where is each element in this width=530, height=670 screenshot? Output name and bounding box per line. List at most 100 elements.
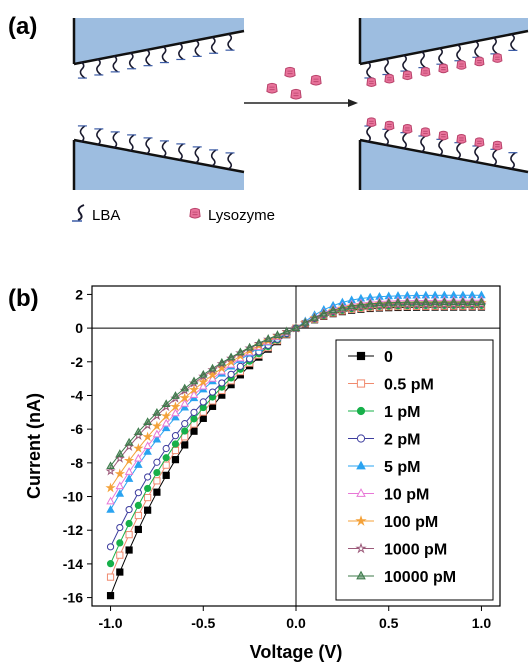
data-point-marker [107, 506, 114, 512]
lba-molecule-icon [72, 205, 84, 221]
y-tick-label: -2 [71, 354, 84, 370]
lysozyme-molecule [291, 89, 301, 99]
data-point-marker [107, 561, 113, 567]
data-point-marker [145, 485, 151, 491]
lba-probe [193, 147, 202, 163]
data-point-marker [107, 574, 113, 580]
data-point-marker [117, 552, 123, 558]
lba-probe [226, 34, 235, 50]
data-point-marker [116, 490, 123, 496]
lba-probe [418, 52, 427, 68]
legend-label: 2 pM [384, 432, 420, 449]
data-point-marker [163, 445, 169, 451]
key-label-lba: LBA [92, 207, 120, 224]
lba-probe [144, 138, 153, 154]
lba-probe [400, 55, 409, 71]
data-point-marker [357, 352, 364, 359]
lysozyme-molecule [403, 125, 412, 134]
lba-probe [127, 135, 136, 151]
pore-after-top [360, 18, 528, 86]
lba-probe [94, 59, 103, 75]
data-point-marker [172, 457, 178, 463]
data-point-marker [107, 593, 113, 599]
lba-probe [160, 141, 169, 157]
lba-probe [436, 48, 445, 64]
data-point-marker [182, 428, 188, 434]
data-point-marker [126, 532, 132, 538]
data-point-marker [145, 507, 151, 513]
lba-probe [418, 136, 427, 152]
chart-legend: 0 0.5 pM 1 pM 2 pM 5 pM 10 pM 100 pM 1000 pM 100… [336, 340, 493, 600]
data-point-marker [154, 478, 160, 484]
legend-label: 1 pM [384, 404, 420, 421]
lba-probe [400, 133, 409, 149]
lba-probe [193, 40, 202, 56]
legend-label: 1000 pM [384, 542, 447, 559]
lba-probe [490, 38, 499, 54]
lba-probe [78, 62, 87, 78]
lysozyme-molecule [311, 75, 321, 85]
data-point-marker [154, 459, 160, 465]
legend-label: 5 pM [384, 459, 420, 476]
lba-probe [127, 53, 136, 69]
lba-probe [436, 139, 445, 155]
data-point-marker [154, 469, 160, 475]
data-point-marker [247, 356, 253, 362]
legend-label: 100 pM [384, 514, 438, 531]
data-point-marker [163, 455, 169, 461]
schematic-key: LBA Lysozyme [72, 205, 275, 224]
lba-probe [209, 37, 218, 53]
data-point-marker [135, 512, 141, 518]
lba-probe [490, 149, 499, 165]
reaction-arrow [244, 99, 358, 107]
free-lysozyme-group [267, 67, 321, 99]
lysozyme-molecule [367, 118, 376, 127]
pore-before-bottom [74, 126, 244, 190]
data-point-marker [107, 498, 114, 504]
data-point-marker [219, 380, 225, 386]
data-point-marker [200, 415, 206, 421]
y-tick-label: -16 [63, 590, 83, 606]
data-point-marker [191, 378, 198, 384]
data-point-marker [116, 482, 123, 488]
data-point-marker [126, 506, 132, 512]
lysozyme-molecule [385, 121, 394, 130]
data-point-marker [357, 435, 364, 442]
data-point-marker [163, 472, 169, 478]
data-point-marker [182, 421, 188, 427]
lysozyme-molecule [493, 54, 502, 63]
data-point-marker [117, 569, 123, 575]
panel-b-label: (b) [8, 285, 39, 312]
legend-label: 0 [384, 349, 393, 366]
data-point-marker [228, 371, 234, 377]
data-point-marker [154, 489, 160, 495]
lysozyme-molecule [421, 68, 430, 77]
data-point-marker [191, 416, 197, 422]
x-tick-label: -0.5 [191, 615, 215, 631]
lba-probe [144, 50, 153, 66]
lba-probe [160, 47, 169, 63]
lysozyme-molecule [457, 61, 466, 70]
lba-probe [382, 129, 391, 145]
lba-probe [454, 45, 463, 61]
data-point-marker [163, 462, 169, 468]
x-axis-title: Voltage (V) [250, 642, 343, 662]
lba-probe [209, 150, 218, 166]
lba-probe [226, 153, 235, 169]
legend-label: 10000 pM [384, 569, 456, 586]
legend-label: 10 pM [384, 487, 429, 504]
x-tick-label: 0.5 [379, 615, 399, 631]
data-point-marker [135, 502, 141, 508]
lba-probe [472, 146, 481, 162]
lba-probe [111, 56, 120, 72]
data-point-marker [172, 392, 179, 398]
lba-probe [94, 129, 103, 145]
data-point-marker [145, 494, 151, 500]
data-point-marker [135, 490, 141, 496]
data-point-marker [237, 363, 243, 369]
y-tick-label: 2 [75, 286, 83, 302]
lba-probe [111, 132, 120, 148]
legend-label: 0.5 pM [384, 377, 434, 394]
lysozyme-molecule [285, 67, 295, 77]
data-point-marker [117, 524, 123, 530]
